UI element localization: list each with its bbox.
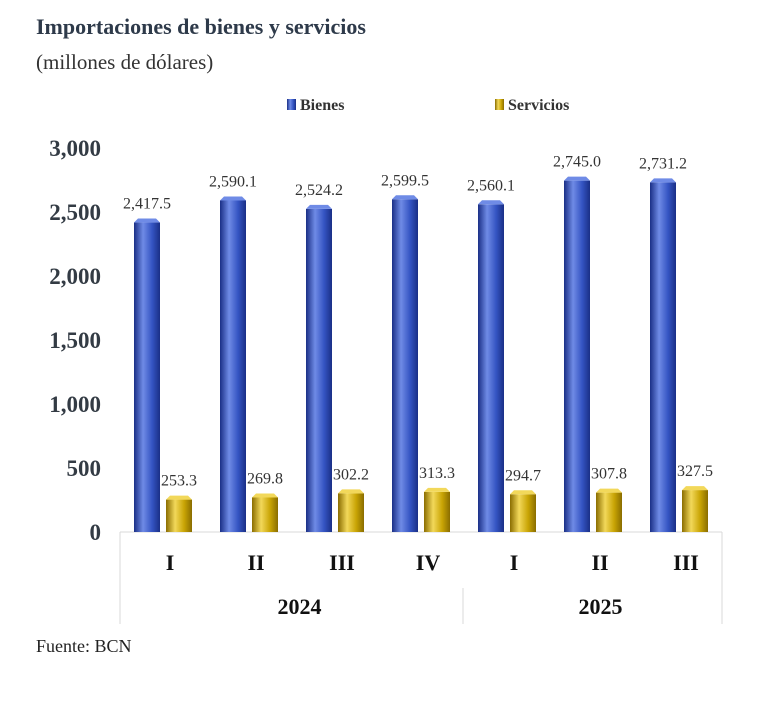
source-note: Fuente: BCN [36, 636, 132, 656]
data-label: 327.5 [677, 463, 713, 480]
data-label: 2,560.1 [467, 177, 515, 194]
bar-cap-bienes [392, 195, 418, 200]
x-tick-label: I [166, 550, 175, 575]
y-tick-label: 2,000 [49, 264, 101, 289]
legend-swatch-bienes [287, 99, 296, 110]
data-label: 2,590.1 [209, 173, 257, 190]
bar-cap-servicios [682, 486, 708, 491]
bar-chart: Bienes Servicios 0 500 1,000 1,500 2,000 2,500… [49, 97, 723, 624]
y-tick-label: 3,000 [49, 136, 101, 161]
y-tick-label: 0 [90, 520, 102, 545]
legend-swatch-servicios [495, 99, 504, 110]
bar-bienes [650, 182, 676, 532]
data-label: 2,524.2 [295, 182, 343, 199]
y-tick-label: 1,500 [49, 328, 101, 353]
bar-cap-bienes [650, 178, 676, 183]
x-tick-label: III [673, 550, 699, 575]
legend-label-bienes: Bienes [300, 97, 344, 114]
bar-servicios [252, 497, 278, 532]
bar-servicios [424, 491, 450, 532]
bar-bienes [564, 180, 590, 532]
bar-cap-servicios [510, 490, 536, 495]
bar-cap-bienes [134, 218, 160, 223]
x-tick-label: II [591, 550, 608, 575]
bar-cap-servicios [338, 489, 364, 494]
chart-subtitle: (millones de dólares) [36, 50, 214, 74]
chart-title: Importaciones de bienes y servicios [36, 14, 366, 39]
bar-cap-servicios [252, 493, 278, 498]
x-tick-label: I [510, 550, 519, 575]
data-label: 307.8 [591, 466, 627, 483]
x-tick-label: II [247, 550, 264, 575]
data-label: 2,599.5 [381, 172, 429, 189]
bar-servicios [510, 494, 536, 532]
bar-bienes [220, 200, 246, 532]
bar-cap-bienes [306, 204, 332, 209]
y-tick-label: 500 [67, 456, 102, 481]
bar-servicios [338, 493, 364, 532]
bar-cap-bienes [564, 176, 590, 181]
x-tick-label: IV [416, 550, 441, 575]
bar-servicios [166, 499, 192, 532]
bar-servicios [682, 490, 708, 532]
bar-bienes [134, 222, 160, 532]
data-label: 294.7 [505, 467, 541, 484]
bar-cap-bienes [478, 200, 504, 205]
bar-cap-bienes [220, 196, 246, 201]
data-label: 253.3 [161, 473, 197, 490]
data-label: 2,417.5 [123, 196, 171, 213]
bar-bienes [478, 204, 504, 533]
data-label: 2,745.0 [553, 154, 601, 171]
data-label: 269.8 [247, 470, 283, 487]
legend-label-servicios: Servicios [508, 97, 569, 114]
y-tick-label: 1,000 [49, 392, 101, 417]
y-tick-label: 2,500 [49, 200, 101, 225]
bar-cap-servicios [424, 487, 450, 492]
x-tick-label: III [329, 550, 355, 575]
group-label: 2025 [579, 594, 623, 619]
bar-cap-servicios [596, 488, 622, 493]
bar-bienes [306, 208, 332, 532]
group-label: 2024 [278, 594, 322, 619]
data-label: 2,731.2 [639, 155, 687, 172]
bar-bienes [392, 199, 418, 532]
data-label: 302.2 [333, 466, 369, 483]
bar-servicios [596, 492, 622, 532]
bar-cap-servicios [166, 495, 192, 500]
data-label: 313.3 [419, 465, 455, 482]
